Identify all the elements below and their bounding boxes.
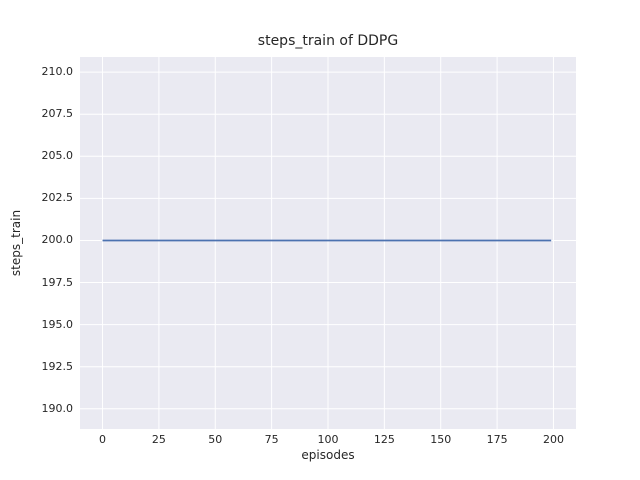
y-tick-label: 192.5 bbox=[41, 359, 74, 373]
y-tick-label: 197.5 bbox=[41, 275, 74, 289]
x-tick-label: 25 bbox=[151, 433, 166, 446]
y-tick-label: 207.5 bbox=[41, 107, 74, 121]
x-tick-label: 50 bbox=[208, 433, 223, 446]
x-tick-label: 175 bbox=[486, 433, 508, 446]
x-tick-label: 150 bbox=[430, 433, 452, 446]
x-tick-label: 75 bbox=[264, 433, 279, 446]
y-tick-label: 210.0 bbox=[41, 65, 74, 79]
x-axis-label: episodes bbox=[301, 448, 355, 462]
y-tick-label: 202.5 bbox=[41, 191, 74, 205]
x-tick-label: 100 bbox=[317, 433, 339, 446]
x-tick-label: 0 bbox=[99, 433, 107, 446]
chart-title: steps_train of DDPG bbox=[257, 33, 399, 49]
y-tick-label: 190.0 bbox=[41, 401, 74, 415]
y-tick-label: 195.0 bbox=[41, 317, 74, 331]
x-tick-label: 200 bbox=[542, 433, 564, 446]
y-tick-label: 205.0 bbox=[41, 149, 74, 163]
y-tick-label: 200.0 bbox=[41, 233, 74, 247]
x-tick-label: 125 bbox=[373, 433, 395, 446]
